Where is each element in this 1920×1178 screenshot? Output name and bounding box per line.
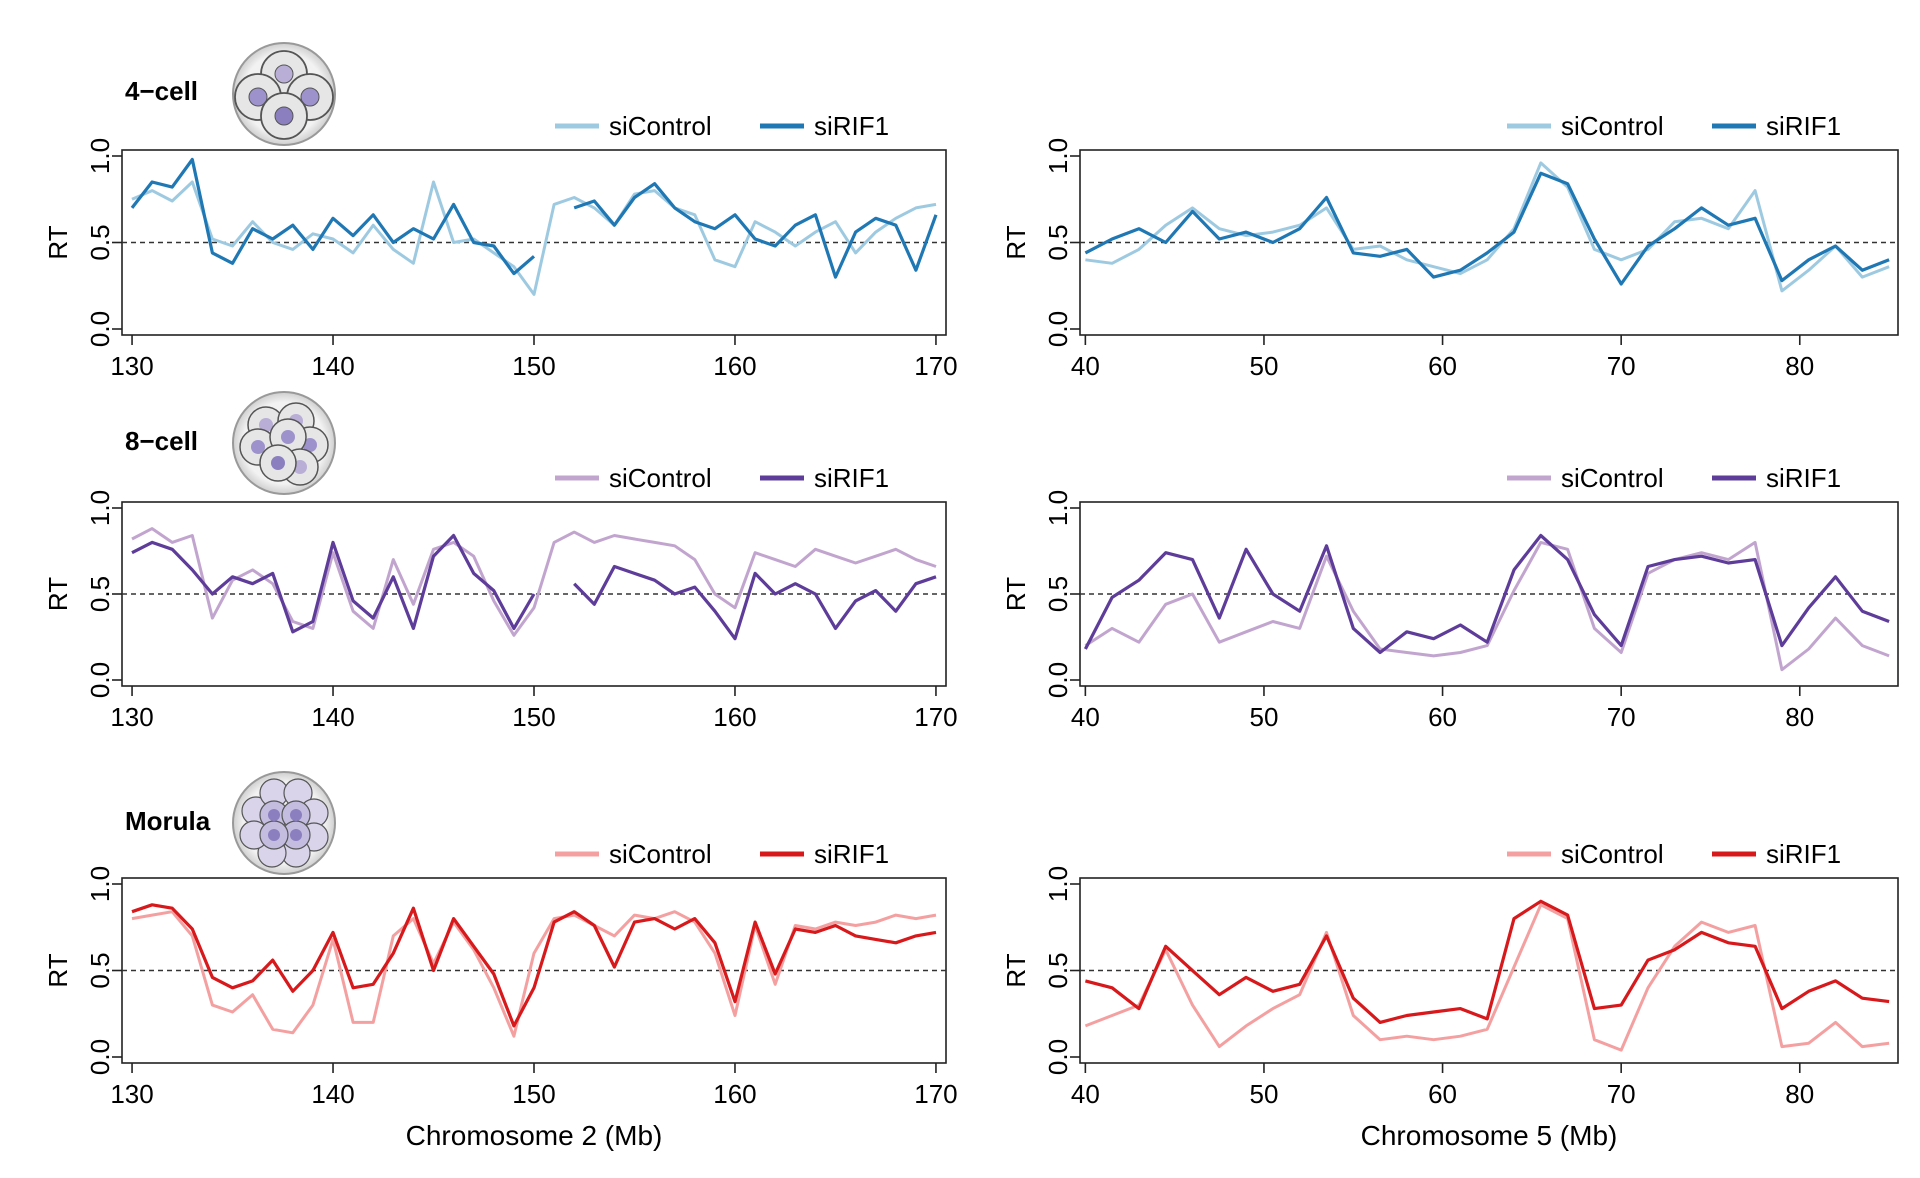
x-tick-label: 80 xyxy=(1785,351,1814,381)
series-line-siRIF1 xyxy=(1084,171,1890,286)
x-tick-label: 170 xyxy=(914,351,957,381)
y-tick-label: 1.0 xyxy=(1043,138,1073,174)
x-tick-label: 130 xyxy=(110,1079,153,1109)
x-tick-label: 40 xyxy=(1071,1079,1100,1109)
x-tick-label: 140 xyxy=(311,351,354,381)
x-tick-label: 40 xyxy=(1071,351,1100,381)
series-line-siControl xyxy=(131,180,937,296)
series-line-siControl xyxy=(1085,161,1890,293)
legend-label-siRIF1: siRIF1 xyxy=(1766,839,1841,869)
y-tick-label: 0.5 xyxy=(85,224,115,260)
y-tick-label: 0.0 xyxy=(85,1039,115,1075)
x-tick-label: 170 xyxy=(914,1079,957,1109)
x-axis-label: Chromosome 2 (Mb) xyxy=(406,1120,663,1151)
x-tick-label: 50 xyxy=(1249,702,1278,732)
y-tick-label: 0.5 xyxy=(1043,952,1073,988)
x-tick-label: 80 xyxy=(1785,1079,1814,1109)
x-tick-label: 70 xyxy=(1607,702,1636,732)
series-line-siRIF1 xyxy=(1083,533,1890,655)
y-tick-label: 0.0 xyxy=(85,311,115,347)
series-line-siRIF1 xyxy=(1084,899,1890,1024)
y-axis-label: RT xyxy=(43,577,73,611)
y-tick-label: 0.0 xyxy=(1043,311,1073,347)
x-tick-label: 170 xyxy=(914,702,957,732)
legend-label-siControl: siControl xyxy=(1561,839,1664,869)
rt-panel-0: 130 140 150 160 170 0.0 0.5 1.0 RT siRIF1 siContro… xyxy=(43,111,958,381)
y-axis-label: RT xyxy=(1001,577,1031,611)
panels: 130 140 150 160 170 0.0 0.5 1.0 RT siRIF1 siContro… xyxy=(43,111,1899,1151)
y-axis-label: RT xyxy=(43,953,73,987)
x-tick-label: 50 xyxy=(1249,351,1278,381)
x-tick-label: 140 xyxy=(311,702,354,732)
y-tick-label: 1.0 xyxy=(1043,490,1073,526)
y-tick-label: 1.0 xyxy=(85,866,115,902)
y-axis-label: RT xyxy=(43,225,73,259)
y-tick-label: 0.0 xyxy=(1043,662,1073,698)
legend-label-siControl: siControl xyxy=(609,111,712,141)
embryo-4cell-icon xyxy=(232,42,336,146)
embryo-8cell-icon xyxy=(232,391,336,495)
series-line-siRIF1 xyxy=(130,157,938,279)
legend-label-siControl: siControl xyxy=(1561,111,1664,141)
x-tick-label: 80 xyxy=(1785,702,1814,732)
rt-panel-2: 130 140 150 160 170 0.0 0.5 1.0 RT siRIF1 siContro… xyxy=(43,463,958,732)
series-line-siControl xyxy=(1084,540,1890,672)
y-tick-label: 1.0 xyxy=(85,138,115,174)
embryo-morula-icon xyxy=(232,771,336,875)
series-line-siControl xyxy=(131,527,937,637)
x-tick-label: 160 xyxy=(713,351,756,381)
y-tick-label: 1.0 xyxy=(85,490,115,526)
x-tick-label: 160 xyxy=(713,702,756,732)
legend-label-siRIF1: siRIF1 xyxy=(814,839,889,869)
y-tick-label: 0.0 xyxy=(1043,1039,1073,1075)
x-tick-label: 130 xyxy=(110,351,153,381)
legend-label-siRIF1: siRIF1 xyxy=(1766,463,1841,493)
stage-label-8cell: 8−cell xyxy=(125,426,198,456)
x-tick-label: 130 xyxy=(110,702,153,732)
rt-panel-3: 40 50 60 70 80 0.0 0.5 1.0 RT siRIF1 siControl xyxy=(1001,463,1899,732)
legend-label-siRIF1: siRIF1 xyxy=(814,463,889,493)
x-tick-label: 60 xyxy=(1428,1079,1457,1109)
series-line-siRIF1 xyxy=(131,533,937,641)
y-tick-label: 0.5 xyxy=(85,576,115,612)
y-axis-label: RT xyxy=(1001,953,1031,987)
x-tick-label: 150 xyxy=(512,351,555,381)
x-tick-label: 60 xyxy=(1428,351,1457,381)
stage-label-morula: Morula xyxy=(125,806,211,836)
stage-label-4cell: 4−cell xyxy=(125,76,198,106)
series-line-siRIF1 xyxy=(131,903,937,1028)
legend-label-siRIF1: siRIF1 xyxy=(814,111,889,141)
y-tick-label: 0.5 xyxy=(1043,224,1073,260)
x-tick-label: 160 xyxy=(713,1079,756,1109)
rt-panel-1: 40 50 60 70 80 0.0 0.5 1.0 RT siRIF1 siControl xyxy=(1001,111,1899,381)
rt-panel-4: 130 140 150 160 170 0.0 0.5 1.0 RT Chromosome 2 (… xyxy=(43,839,958,1151)
y-tick-label: 0.5 xyxy=(85,952,115,988)
y-tick-label: 0.5 xyxy=(1043,576,1073,612)
legend-label-siControl: siControl xyxy=(609,839,712,869)
x-tick-label: 60 xyxy=(1428,702,1457,732)
x-tick-label: 70 xyxy=(1607,351,1636,381)
x-tick-label: 70 xyxy=(1607,1079,1636,1109)
x-tick-label: 50 xyxy=(1249,1079,1278,1109)
y-tick-label: 0.0 xyxy=(85,662,115,698)
x-tick-label: 40 xyxy=(1071,702,1100,732)
series-line-siControl xyxy=(1084,903,1890,1052)
series-line-siControl xyxy=(131,910,937,1038)
x-tick-label: 150 xyxy=(512,1079,555,1109)
legend-label-siControl: siControl xyxy=(609,463,712,493)
legend-label-siRIF1: siRIF1 xyxy=(1766,111,1841,141)
y-tick-label: 1.0 xyxy=(1043,866,1073,902)
y-axis-label: RT xyxy=(1001,225,1031,259)
x-axis-label: Chromosome 5 (Mb) xyxy=(1361,1120,1618,1151)
rt-panel-5: 40 50 60 70 80 0.0 0.5 1.0 RT Chromosome 5 (Mb) si… xyxy=(1001,839,1899,1151)
legend-label-siControl: siControl xyxy=(1561,463,1664,493)
x-tick-label: 140 xyxy=(311,1079,354,1109)
plot-frame xyxy=(121,877,947,1064)
x-tick-label: 150 xyxy=(512,702,555,732)
